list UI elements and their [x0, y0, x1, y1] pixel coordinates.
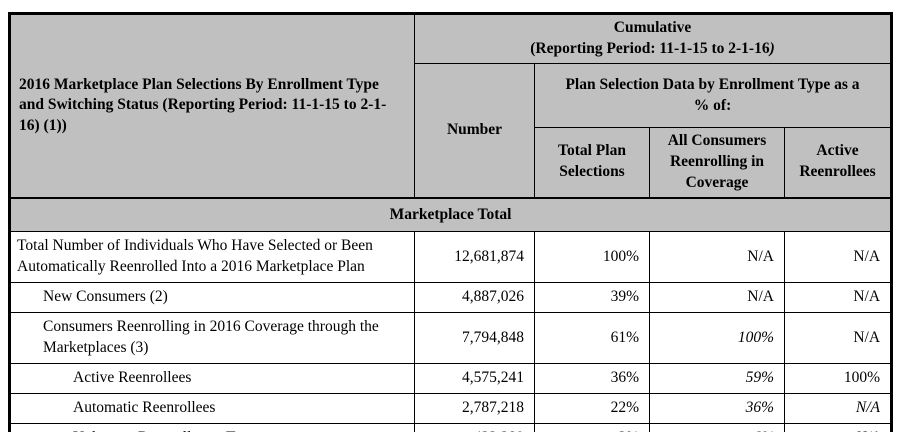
number-cell: 2,787,218 — [414, 392, 535, 424]
number-cell: 12,681,874 — [414, 231, 535, 284]
all-consumers-reenrolling-cell: 59% — [649, 362, 785, 394]
column-header-total-plan-selections: Total Plan Selections — [534, 126, 650, 199]
table-row: Consumers Reenrolling in 2016 Coverage t… — [9, 312, 893, 364]
column-header-all-consumers-reenrolling: All Consumers Reenrolling in Coverage — [649, 126, 785, 199]
active-reenrollees-cell: N/A — [783, 422, 893, 432]
row-label: Consumers Reenrolling in 2016 Coverage t… — [9, 312, 415, 364]
column-header-number: Number — [414, 62, 535, 199]
total-plan-selections-cell: 61% — [534, 312, 650, 364]
table-row: New Consumers (2) 4,887,026 39% N/A N/A — [9, 282, 893, 314]
total-plan-selections-cell: 39% — [534, 282, 650, 314]
total-plan-selections-cell: 3% — [534, 422, 650, 432]
active-reenrollees-cell: 100% — [783, 362, 893, 394]
active-reenrollees-cell: N/A — [783, 282, 893, 314]
active-reenrollees-cell: N/A — [783, 392, 893, 424]
all-consumers-reenrolling-cell: N/A — [649, 282, 785, 314]
cumulative-header-line2: (Reporting Period: 11-1-15 to 2-1-16) — [421, 39, 884, 60]
table-title: 2016 Marketplace Plan Selections By Enro… — [9, 12, 415, 199]
row-label: Total Number of Individuals Who Have Sel… — [9, 231, 415, 284]
table-row: Unknown Reenrollment Type 432,389 3% 6% … — [9, 422, 893, 432]
total-plan-selections-cell: 22% — [534, 392, 650, 424]
row-label: New Consumers (2) — [9, 282, 415, 314]
reporting-period-text: (Reporting Period: 11-1-15 to 2-1-16 — [530, 40, 770, 57]
cumulative-header-line1: Cumulative — [613, 19, 692, 37]
percent-group-header: Plan Selection Data by Enrollment Type a… — [533, 63, 893, 128]
number-cell: 4,575,241 — [414, 362, 535, 394]
column-header-active-reenrollees: Active Reenrollees — [783, 126, 893, 199]
table-row: Automatic Reenrollees 2,787,218 22% 36% … — [9, 392, 893, 424]
all-consumers-reenrolling-cell: 6% — [649, 422, 785, 432]
active-reenrollees-cell: N/A — [783, 231, 893, 284]
active-reenrollees-cell: N/A — [783, 312, 893, 364]
table-row: Active Reenrollees 4,575,241 36% 59% 100… — [9, 362, 893, 394]
all-consumers-reenrolling-cell: N/A — [649, 231, 785, 284]
row-label: Active Reenrollees — [9, 362, 415, 394]
section-header-marketplace-total: Marketplace Total — [8, 197, 893, 233]
all-consumers-reenrolling-cell: 100% — [649, 312, 785, 364]
number-cell: 7,794,848 — [414, 312, 535, 364]
number-cell: 4,887,026 — [414, 282, 535, 314]
cumulative-header: Cumulative (Reporting Period: 11-1-15 to… — [413, 13, 893, 64]
row-label: Unknown Reenrollment Type — [9, 422, 415, 432]
marketplace-plan-selections-table: 2016 Marketplace Plan Selections By Enro… — [8, 12, 894, 432]
total-plan-selections-cell: 36% — [534, 362, 650, 394]
total-plan-selections-cell: 100% — [534, 231, 650, 284]
number-cell: 432,389 — [414, 422, 535, 432]
row-label: Automatic Reenrollees — [9, 392, 415, 424]
reporting-period-closing-paren: ) — [769, 40, 775, 57]
all-consumers-reenrolling-cell: 36% — [649, 392, 785, 424]
table-row: Total Number of Individuals Who Have Sel… — [9, 231, 893, 284]
